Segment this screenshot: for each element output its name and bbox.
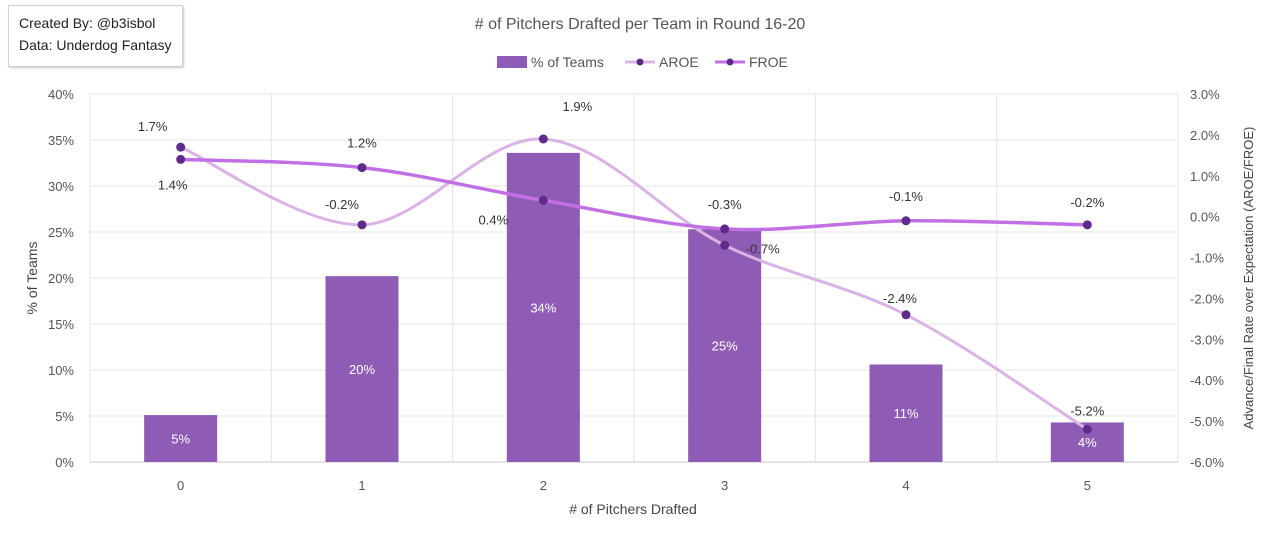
froe-data-label: 0.4% xyxy=(479,212,509,227)
froe-point xyxy=(1082,220,1092,230)
y-tick-label: 30% xyxy=(48,179,74,194)
y-tick-label: 25% xyxy=(48,225,74,240)
y2-tick-label: 1.0% xyxy=(1190,169,1220,184)
froe-point xyxy=(357,163,367,173)
froe-data-label: 1.4% xyxy=(158,177,188,192)
chart-title: # of Pitchers Drafted per Team in Round … xyxy=(475,16,806,33)
bar-data-label: 25% xyxy=(712,339,738,354)
aroe-point xyxy=(720,240,730,250)
legend-label-aroe: AROE xyxy=(659,54,699,70)
froe-data-label: -0.2% xyxy=(1070,195,1104,210)
y-tick-label: 20% xyxy=(48,271,74,286)
credit-author: Created By: @b3isbol xyxy=(19,15,156,31)
bar-data-label: 5% xyxy=(171,432,190,447)
froe-data-label: -0.1% xyxy=(889,189,923,204)
aroe-point xyxy=(176,142,186,152)
froe-point xyxy=(538,195,548,205)
aroe-data-label: -2.4% xyxy=(883,291,917,306)
y2-tick-label: -2.0% xyxy=(1190,291,1224,306)
y-tick-label: 10% xyxy=(48,363,74,378)
froe-point xyxy=(720,224,730,234)
froe-data-label: 1.2% xyxy=(347,136,377,151)
y2-tick-label: 0.0% xyxy=(1190,210,1220,225)
bar xyxy=(144,415,218,462)
x-tick-label: 5 xyxy=(1084,478,1091,493)
y-tick-label: 35% xyxy=(48,133,74,148)
legend-swatch-bars xyxy=(497,56,527,68)
legend-marker-aroe xyxy=(636,58,644,66)
credit-box: Created By: @b3isbol Data: Underdog Fant… xyxy=(8,5,183,67)
aroe-data-label: 1.9% xyxy=(563,99,593,114)
x-tick-label: 3 xyxy=(721,478,728,493)
y2-tick-label: -5.0% xyxy=(1190,414,1224,429)
credit-source: Data: Underdog Fantasy xyxy=(19,37,172,53)
y-tick-label: 40% xyxy=(48,87,74,102)
bar xyxy=(869,364,943,462)
bar-data-label: 34% xyxy=(530,300,556,315)
aroe-point xyxy=(357,220,367,230)
froe-line xyxy=(180,157,1088,232)
bar-data-label: 20% xyxy=(349,362,375,377)
froe-point xyxy=(901,216,911,226)
aroe-line xyxy=(180,137,1089,431)
aroe-point xyxy=(1082,424,1092,434)
bar xyxy=(688,229,762,462)
legend-label-froe: FROE xyxy=(749,54,788,70)
aroe-data-label: 1.7% xyxy=(138,119,168,134)
y-axis-label: % of Teams xyxy=(24,242,40,315)
y-tick-label: 5% xyxy=(55,409,74,424)
aroe-data-label: -0.7% xyxy=(746,241,780,256)
legend: % of Teams AROE FROE xyxy=(497,54,788,70)
aroe-point xyxy=(901,310,911,320)
froe-point xyxy=(176,154,186,164)
y2-tick-label: -1.0% xyxy=(1190,251,1224,266)
y2-tick-label: -4.0% xyxy=(1190,373,1224,388)
y-tick-label: 0% xyxy=(55,455,74,470)
aroe-data-label: -5.2% xyxy=(1070,403,1104,418)
bar xyxy=(325,276,399,462)
bar-data-label: 11% xyxy=(893,406,918,421)
y-tick-label: 15% xyxy=(48,317,74,332)
aroe-data-label: -0.2% xyxy=(325,197,359,212)
froe-data-label: -0.3% xyxy=(708,197,742,212)
y2-tick-label: -6.0% xyxy=(1190,455,1224,470)
y2-tick-label: -3.0% xyxy=(1190,332,1224,347)
x-tick-label: 1 xyxy=(358,478,365,493)
x-axis-label: # of Pitchers Drafted xyxy=(569,501,697,517)
y2-tick-label: 2.0% xyxy=(1190,128,1220,143)
x-tick-label: 0 xyxy=(177,478,184,493)
legend-label-bars: % of Teams xyxy=(531,54,604,70)
legend-marker-froe xyxy=(726,58,734,66)
x-tick-label: 2 xyxy=(540,478,547,493)
x-tick-label: 4 xyxy=(902,478,909,493)
y2-tick-label: 3.0% xyxy=(1190,87,1220,102)
aroe-point xyxy=(538,134,548,144)
y2-axis-label: Advance/Final Rate over Expectation (ARO… xyxy=(1241,127,1256,430)
bar-data-label: 4% xyxy=(1078,435,1097,450)
